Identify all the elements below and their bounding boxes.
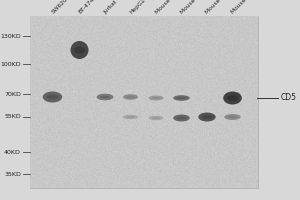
Text: Mouse liver: Mouse liver: [230, 0, 258, 15]
Ellipse shape: [97, 94, 113, 100]
Ellipse shape: [123, 94, 138, 100]
Text: 40KD: 40KD: [4, 150, 21, 154]
Ellipse shape: [176, 97, 187, 99]
Text: 35KD: 35KD: [4, 171, 21, 176]
Text: 70KD: 70KD: [4, 92, 21, 97]
Text: Mouse thymus: Mouse thymus: [179, 0, 214, 15]
Ellipse shape: [70, 41, 88, 59]
Text: Jurkat: Jurkat: [103, 0, 118, 15]
Ellipse shape: [173, 114, 190, 121]
Ellipse shape: [173, 95, 190, 101]
Text: HepG2: HepG2: [128, 0, 146, 15]
Ellipse shape: [100, 96, 110, 98]
Ellipse shape: [100, 96, 110, 98]
Text: Mouse pancreas: Mouse pancreas: [205, 0, 243, 15]
Ellipse shape: [152, 117, 160, 119]
Ellipse shape: [47, 95, 58, 99]
FancyBboxPatch shape: [30, 16, 258, 188]
Ellipse shape: [123, 115, 138, 119]
Ellipse shape: [148, 96, 164, 100]
Text: Mouse spleen: Mouse spleen: [154, 0, 186, 15]
Ellipse shape: [227, 95, 238, 101]
Ellipse shape: [176, 117, 187, 119]
Text: 130KD: 130KD: [0, 33, 21, 38]
Ellipse shape: [148, 116, 164, 120]
Text: 55KD: 55KD: [4, 114, 21, 119]
Text: BT-474: BT-474: [77, 0, 95, 15]
Text: CD5: CD5: [280, 94, 296, 102]
Ellipse shape: [43, 92, 62, 102]
Ellipse shape: [227, 116, 238, 118]
Ellipse shape: [202, 115, 212, 119]
Ellipse shape: [224, 114, 241, 120]
Ellipse shape: [152, 97, 160, 99]
Ellipse shape: [198, 112, 216, 121]
Ellipse shape: [97, 94, 113, 100]
Ellipse shape: [126, 96, 135, 98]
Text: SW620: SW620: [50, 0, 69, 15]
Ellipse shape: [74, 46, 85, 54]
Ellipse shape: [126, 116, 135, 118]
Ellipse shape: [223, 92, 242, 104]
Text: 100KD: 100KD: [0, 62, 21, 66]
